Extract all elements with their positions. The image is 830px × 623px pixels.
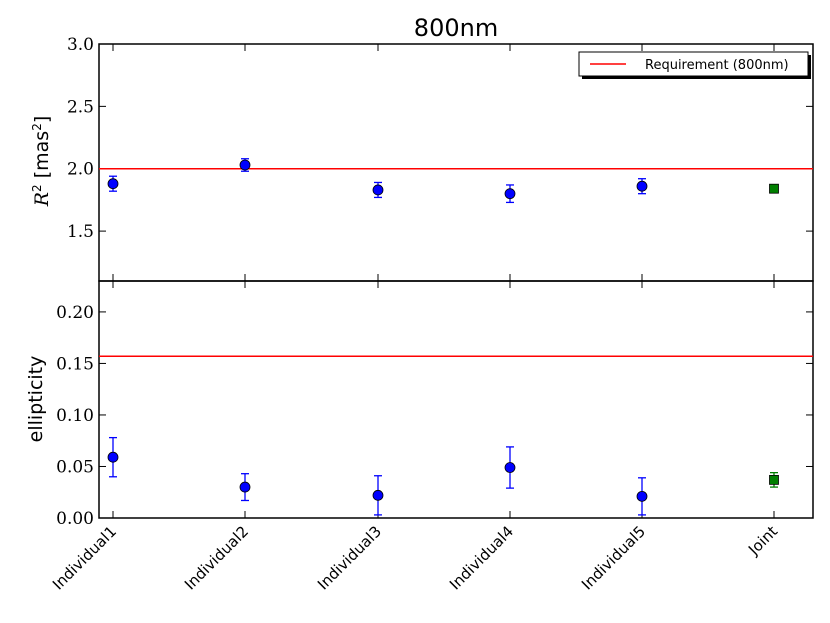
panel-ellipticity: 0.00 0.05 0.10 0.15 0.20 Individual1 Individua…: [49, 280, 814, 593]
data-point: [107, 451, 119, 463]
data-point: [372, 184, 384, 196]
x-category-label: Individual5: [578, 522, 649, 593]
y-tick-label: 0.15: [56, 354, 94, 374]
y-tick-label: 0.10: [56, 406, 94, 426]
legend-label-requirement: Requirement (800nm): [645, 58, 789, 73]
data-point: [636, 490, 648, 502]
y-tick-label: 2.5: [67, 97, 94, 117]
y-tick-label: 1.5: [67, 222, 94, 242]
x-category-label: Joint: [744, 522, 781, 559]
data-point: [636, 180, 648, 192]
y-axis-label-r-squared: R2 [mas2]: [30, 116, 53, 208]
legend: Requirement (800nm): [578, 51, 811, 79]
y-tick-label: 0.05: [56, 457, 94, 477]
y-axis-label-unit-sup: 2: [30, 123, 44, 131]
data-point-square: [769, 474, 779, 485]
data-point: [239, 481, 251, 493]
data-point: [372, 489, 384, 501]
x-category-label: Individual3: [314, 522, 385, 593]
x-category-label: Individual4: [446, 522, 517, 593]
data-point: [107, 178, 119, 190]
svg-text:R2 [mas2]: R2 [mas2]: [30, 116, 53, 208]
axes-frame: [98, 280, 814, 519]
x-category-label: Individual1: [49, 522, 120, 593]
data-point-square: [769, 183, 779, 194]
y-tick-label: 2.0: [67, 160, 94, 180]
x-category-label: Individual2: [181, 522, 252, 593]
y-axis-label-ellipticity: ellipticity: [25, 356, 47, 443]
chart-title: 800nm: [414, 14, 498, 42]
data-point: [239, 159, 251, 171]
y-tick-label: 0.20: [56, 303, 94, 323]
y-axis-label-r-sup: 2: [30, 184, 44, 192]
data-point: [504, 188, 516, 200]
y-axis-label-close: ]: [31, 116, 53, 123]
y-axis-label-unit: [mas: [31, 131, 53, 185]
axes-frame: [98, 43, 814, 282]
data-point: [504, 462, 516, 473]
y-tick-label: 3.0: [67, 35, 94, 55]
y-axis-label-r: R: [31, 192, 53, 207]
y-tick-label: 0.00: [56, 509, 94, 529]
